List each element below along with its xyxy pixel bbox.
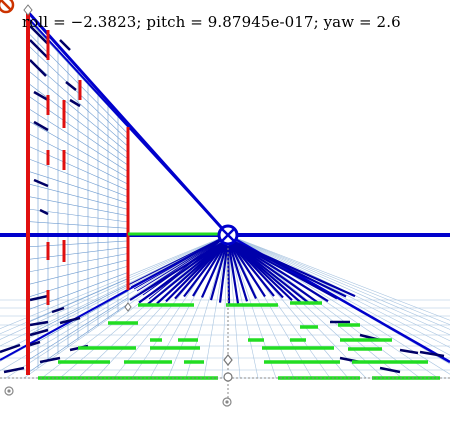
diamond-handle-icon[interactable] bbox=[124, 302, 132, 312]
stroke-segment bbox=[139, 234, 229, 294]
stroke-segment bbox=[127, 234, 229, 286]
stroke-segment bbox=[185, 234, 229, 379]
stroke-segment bbox=[33, 120, 49, 132]
stroke-segment bbox=[227, 234, 450, 321]
stroke-segment bbox=[59, 39, 71, 51]
stroke-segment bbox=[39, 208, 49, 216]
stroke-segment bbox=[29, 59, 47, 77]
stroke-segment bbox=[145, 234, 229, 298]
stroke-segment bbox=[0, 234, 229, 335]
stroke-segment bbox=[130, 234, 229, 288]
stroke-segment bbox=[227, 238, 329, 303]
stroke-segment bbox=[227, 234, 450, 336]
stroke-segment bbox=[29, 39, 49, 59]
bottom-anchor-icon[interactable] bbox=[222, 397, 232, 407]
stroke-segment bbox=[29, 294, 49, 302]
stroke-segment bbox=[29, 25, 49, 45]
wall-dashes bbox=[29, 25, 81, 347]
stroke-segment bbox=[379, 366, 401, 374]
left-anchor-icon[interactable] bbox=[4, 386, 14, 396]
stroke-segment bbox=[39, 356, 61, 364]
stroke-segment bbox=[3, 366, 25, 374]
stroke-segment bbox=[200, 238, 230, 298]
stroke-segment bbox=[33, 178, 49, 188]
stroke-segment bbox=[0, 234, 229, 340]
stroke-segment bbox=[29, 320, 49, 327]
stroke-segment bbox=[192, 238, 229, 297]
stroke-segment bbox=[133, 234, 229, 290]
stroke-segment bbox=[69, 98, 81, 108]
stroke-segment bbox=[227, 234, 450, 326]
stroke-segment bbox=[29, 340, 41, 347]
stroke-segment bbox=[226, 238, 249, 302]
stroke-segment bbox=[227, 234, 450, 330]
stroke-segment bbox=[142, 234, 229, 296]
ray-lines bbox=[127, 234, 356, 305]
stroke-segment bbox=[227, 237, 356, 298]
no-symbol-icon[interactable] bbox=[0, 0, 15, 14]
vertical-markers bbox=[26, 12, 130, 375]
stroke-segment bbox=[227, 238, 266, 298]
stroke-segment bbox=[0, 234, 229, 330]
stroke-segment bbox=[183, 238, 229, 298]
stroke-segment bbox=[51, 306, 65, 314]
stroke-segment bbox=[203, 234, 229, 379]
stroke-segment bbox=[59, 316, 81, 325]
stroke-segment bbox=[65, 81, 77, 91]
stroke-segment bbox=[0, 234, 229, 347]
stroke-segment bbox=[399, 348, 419, 355]
stroke-segment bbox=[0, 234, 229, 354]
top-left-diamond-icon[interactable] bbox=[23, 4, 33, 16]
stroke-segment bbox=[227, 234, 450, 342]
stroke-segment bbox=[136, 234, 229, 292]
vanishing-point-crosshair-icon[interactable] bbox=[217, 224, 239, 246]
circle-handle-icon[interactable] bbox=[223, 372, 233, 382]
stroke-segment bbox=[227, 234, 450, 348]
stroke-segment bbox=[218, 238, 230, 303]
stroke-segment bbox=[209, 238, 230, 301]
stroke-segment bbox=[221, 234, 229, 379]
camera-readout: roll = −2.3823; pitch = 9.87945e-017; ya… bbox=[22, 13, 401, 31]
stroke-segment bbox=[227, 238, 257, 300]
diamond-handle-icon[interactable] bbox=[223, 354, 233, 366]
stroke-segment bbox=[419, 350, 445, 358]
stroke-segment bbox=[0, 343, 21, 354]
floor-dark-dashes bbox=[0, 316, 445, 374]
stroke-segment bbox=[226, 238, 240, 304]
stroke-segment bbox=[33, 90, 49, 102]
stroke-segment bbox=[29, 328, 49, 337]
stroke-segment bbox=[148, 234, 229, 300]
